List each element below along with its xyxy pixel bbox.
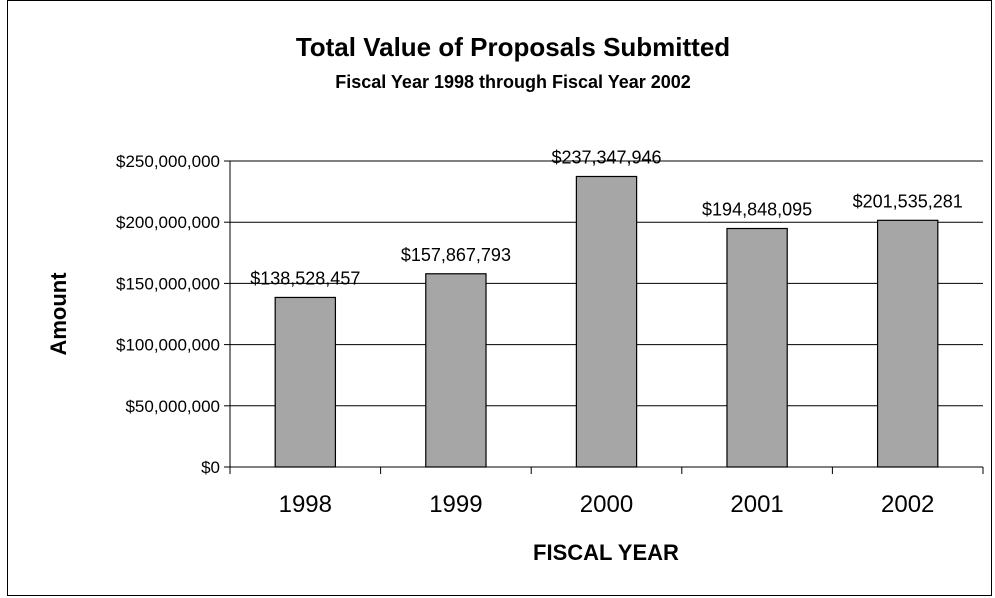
data-label: $194,848,095 [702,200,812,220]
y-tick-label: $0 [201,458,220,477]
x-tick-label: 2002 [881,491,934,518]
y-tick-label: $250,000,000 [116,152,220,171]
bar-2000 [575,175,638,468]
bar-1998 [274,296,337,468]
chart-frame: Total Value of Proposals Submitted Fisca… [7,0,992,596]
x-axis-ticks: 1998 1999 2000 2001 2002 [229,467,984,518]
x-tick-label: 2000 [580,491,633,518]
y-tick-label: $150,000,000 [116,274,220,293]
y-tick-label: $200,000,000 [116,213,220,232]
y-axis-title: Amount [46,272,71,356]
data-label: $237,347,946 [551,147,661,167]
bar-2002 [876,219,939,468]
x-tick-label: 1999 [429,491,482,518]
y-axis-ticks: $0 $50,000,000 $100,000,000 $150,000,000 $20… [116,152,230,477]
data-labels: $138,528,457 $157,867,793 $237,347,946 $194… [250,147,963,288]
data-label: $201,535,281 [853,191,963,211]
x-tick-label: 1998 [279,491,332,518]
bar-chart: Total Value of Proposals Submitted Fisca… [46,32,984,565]
bars [274,175,939,468]
chart-subtitle: Fiscal Year 1998 through Fiscal Year 200… [335,72,691,92]
y-tick-label: $50,000,000 [125,397,220,416]
data-label: $157,867,793 [401,245,511,265]
bar-1999 [425,273,487,468]
x-axis-title: FISCAL YEAR [533,540,679,565]
y-tick-label: $100,000,000 [116,336,220,355]
x-tick-label: 2001 [730,491,783,518]
bar-2001 [726,227,788,468]
data-label: $138,528,457 [250,268,360,288]
chart-title: Total Value of Proposals Submitted [296,32,730,62]
